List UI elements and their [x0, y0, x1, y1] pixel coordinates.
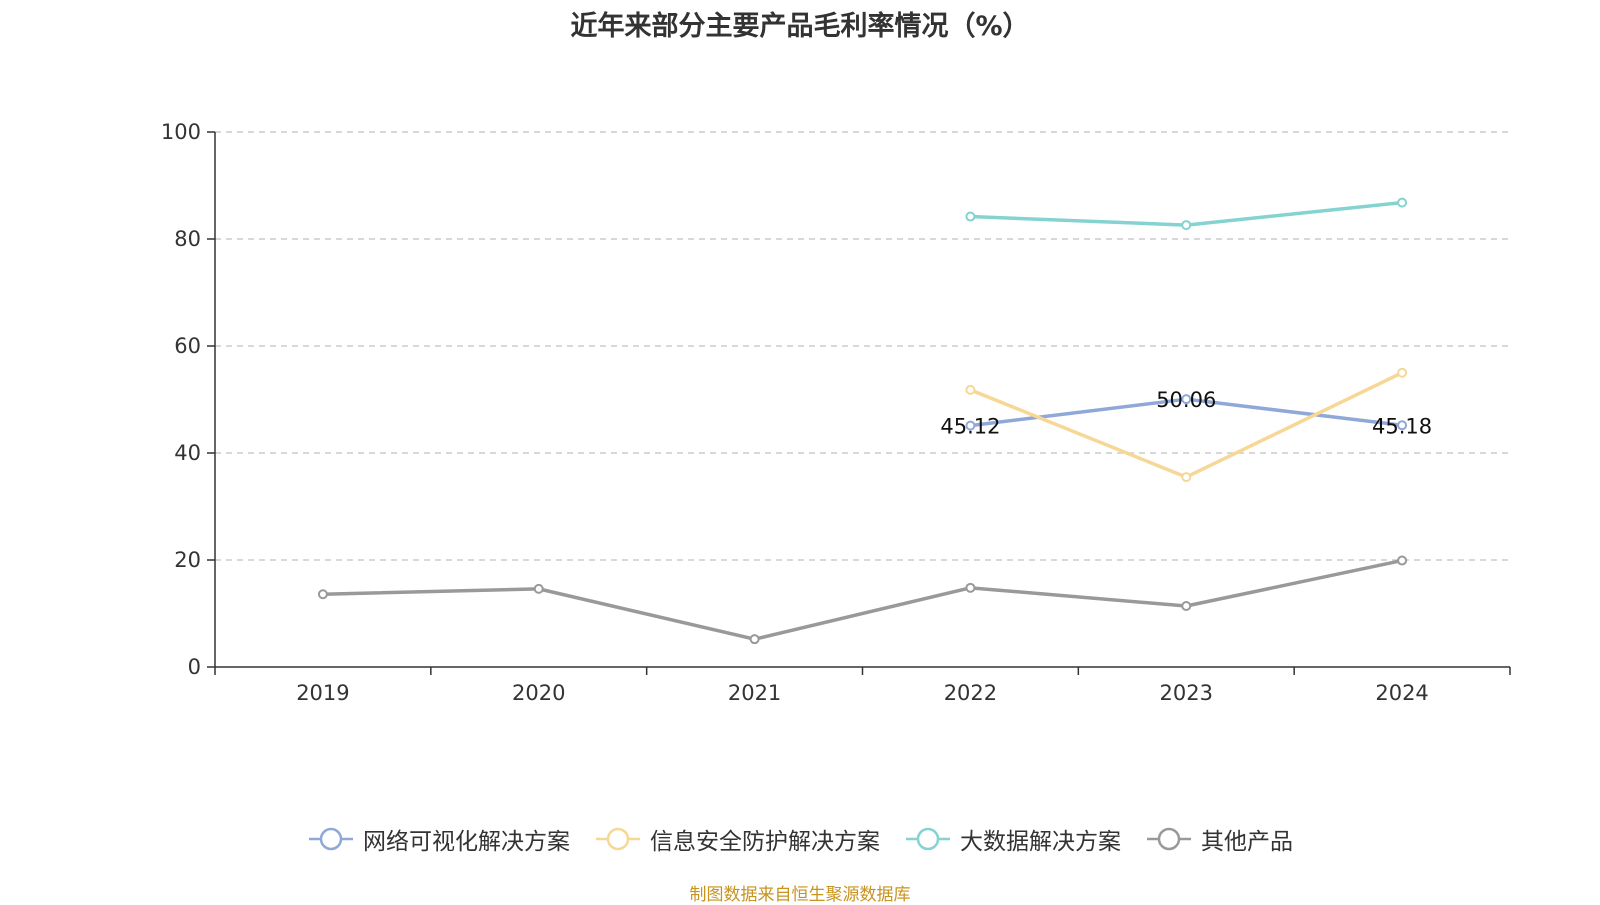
- y-tick-label: 100: [161, 120, 201, 144]
- x-tick-label: 2020: [512, 681, 565, 705]
- legend-label: 信息安全防护解决方案: [650, 829, 880, 855]
- data-point: [1181, 472, 1192, 483]
- legend-marker-icon: [309, 827, 353, 851]
- x-tick-label: 2023: [1160, 681, 1213, 705]
- data-point: [749, 634, 760, 645]
- x-tick-label: 2022: [944, 681, 997, 705]
- legend-label: 网络可视化解决方案: [363, 829, 570, 855]
- data-point: [1181, 394, 1192, 405]
- y-tick-label: 40: [174, 441, 201, 465]
- data-point: [1397, 367, 1408, 378]
- data-label: 45.18: [1372, 414, 1432, 438]
- data-point: [533, 583, 544, 594]
- chart-title: 近年来部分主要产品毛利率情况（%）: [570, 11, 1030, 42]
- legend-item[interactable]: 信息安全防护解决方案: [594, 822, 880, 856]
- legend-marker-icon: [596, 827, 640, 851]
- grid-lines: [215, 131, 1510, 561]
- data-point: [965, 420, 976, 431]
- y-tick-label: 20: [174, 548, 201, 572]
- legend-item[interactable]: 大数据解决方案: [904, 822, 1121, 856]
- data-labels: 45.12 50.06 45.18: [940, 388, 1432, 438]
- data-point: [1397, 420, 1408, 431]
- legend-label: 其他产品: [1201, 829, 1293, 855]
- data-point: [965, 384, 976, 395]
- data-point: [1181, 601, 1192, 612]
- series-lines: [317, 197, 1408, 645]
- x-tick-label: 2021: [728, 681, 781, 705]
- data-point: [1181, 220, 1192, 231]
- data-label: 50.06: [1156, 388, 1216, 412]
- series-line: [322, 558, 1403, 641]
- data-point: [965, 582, 976, 593]
- legend-label: 大数据解决方案: [960, 829, 1121, 855]
- y-tick-label: 80: [174, 227, 201, 251]
- data-point: [1397, 197, 1408, 208]
- x-tick-label: 2019: [296, 681, 349, 705]
- data-point: [965, 211, 976, 222]
- data-point: [1397, 555, 1408, 566]
- x-tick-label: 2024: [1375, 681, 1428, 705]
- source-note: 制图数据来自恒生聚源数据库: [689, 885, 911, 905]
- data-label: 45.12: [940, 415, 1000, 439]
- y-tick-label: 0: [188, 655, 201, 679]
- legend: 网络可视化解决方案 信息安全防护解决方案 大数据解决方案 其他产品: [0, 822, 1600, 856]
- data-point: [317, 589, 328, 600]
- legend-item[interactable]: 其他产品: [1145, 822, 1293, 856]
- legend-item[interactable]: 网络可视化解决方案: [307, 822, 570, 856]
- legend-marker-icon: [1147, 827, 1191, 851]
- y-tick-label: 60: [174, 334, 201, 358]
- axes: 0 20 40 60 80 100 2019 2020 2021 2022 2023 2024: [161, 120, 1511, 705]
- legend-marker-icon: [906, 827, 950, 851]
